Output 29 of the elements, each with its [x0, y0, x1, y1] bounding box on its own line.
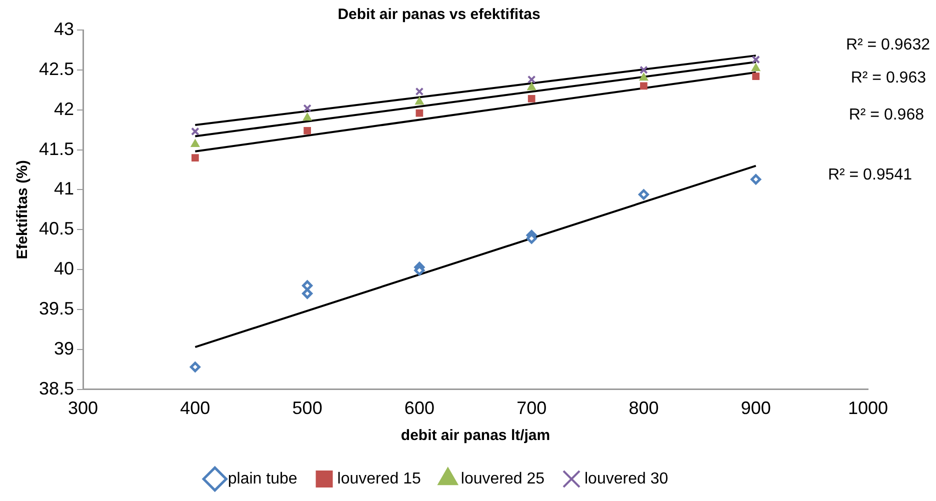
- x-tick-label: 900: [740, 398, 771, 418]
- y-tick-label: 42.5: [38, 58, 74, 79]
- x-tick-label: 400: [180, 398, 210, 418]
- y-tick-label: 43: [54, 18, 74, 39]
- legend-label: plain tube: [228, 470, 298, 488]
- y-tick-label: 40: [54, 258, 74, 279]
- y-tick-label: 39.5: [38, 298, 74, 318]
- annotation: R² = 0.968: [848, 106, 924, 124]
- y-tick-label: 38.5: [38, 378, 74, 398]
- x-tick-label: 700: [516, 398, 547, 418]
- legend-label: louvered 25: [460, 470, 545, 488]
- x-tick-label: 500: [292, 398, 322, 418]
- legend-label: louvered 15: [337, 470, 421, 488]
- x-tick-label: 1000: [848, 398, 888, 418]
- x-tick-label: 600: [404, 398, 434, 418]
- x-axis-title: debit air panas lt/jam: [400, 427, 550, 444]
- y-tick-label: 39: [54, 338, 74, 358]
- annotation: R² = 0.963: [850, 69, 926, 86]
- legend-label: louvered 30: [584, 470, 668, 488]
- y-axis-title: Efektifitas (%): [14, 160, 32, 260]
- y-tick-label: 41: [54, 178, 74, 199]
- chart-title: Debit air panas vs efektifitas: [338, 6, 540, 24]
- y-tick-label: 41.5: [38, 138, 74, 159]
- x-tick-label: 300: [68, 398, 98, 418]
- annotation: R² = 0.9632: [846, 36, 930, 54]
- x-tick-label: 800: [628, 398, 659, 418]
- y-tick-label: 42: [54, 98, 74, 119]
- annotation: R² = 0.9541: [828, 166, 912, 184]
- y-tick-label: 40.5: [38, 218, 74, 239]
